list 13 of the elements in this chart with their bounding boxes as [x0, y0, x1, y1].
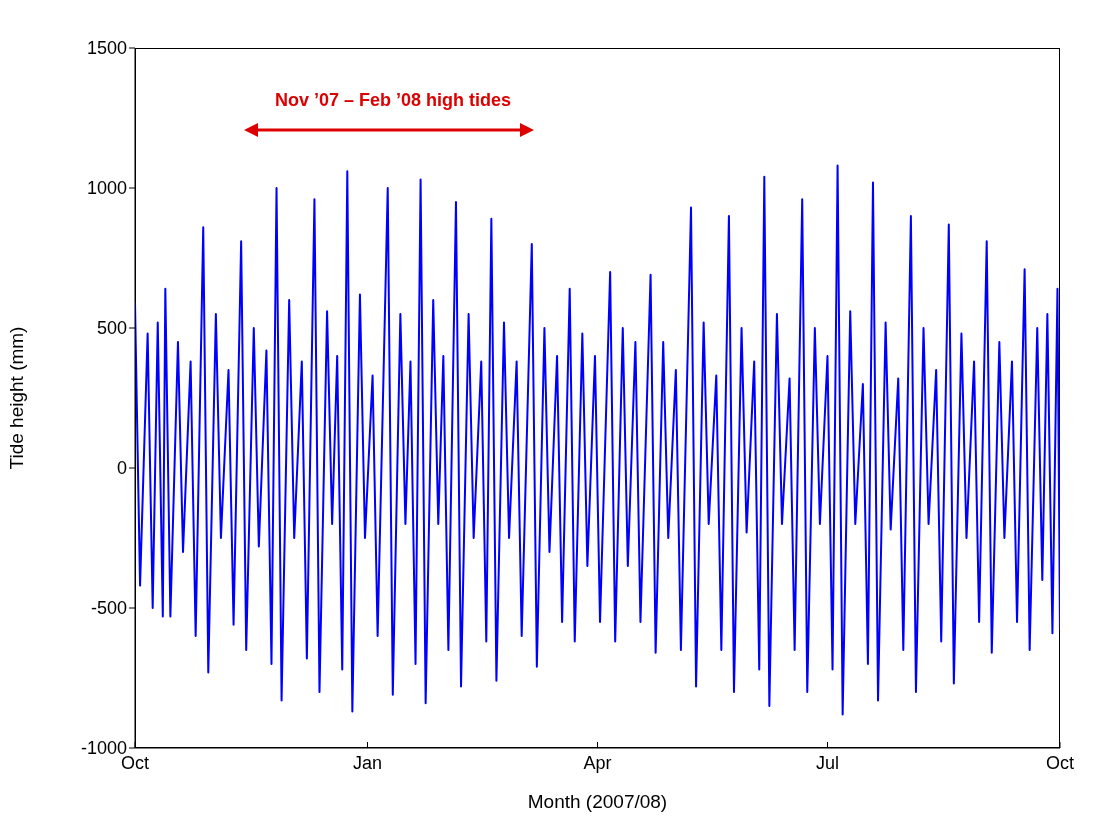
- y-tick-label: 1000: [86, 178, 127, 199]
- x-tick-label: Jan: [353, 752, 383, 773]
- line-series: [135, 164, 1060, 716]
- y-tick-label: 0: [116, 458, 127, 479]
- annotation: Nov ’07 – Feb ’08 high tides: [273, 90, 513, 111]
- x-tick-label: Oct: [1045, 752, 1075, 773]
- x-tick-label: Apr: [583, 752, 612, 773]
- x-axis-title: Month (2007/08): [527, 791, 668, 812]
- y-tick-label: 500: [96, 318, 127, 339]
- y-tick-label: 1500: [86, 38, 127, 59]
- y-axis-title: Tide height (mm): [5, 326, 27, 470]
- x-tick-label: Jul: [815, 752, 839, 773]
- y-tick-label: -500: [90, 598, 127, 619]
